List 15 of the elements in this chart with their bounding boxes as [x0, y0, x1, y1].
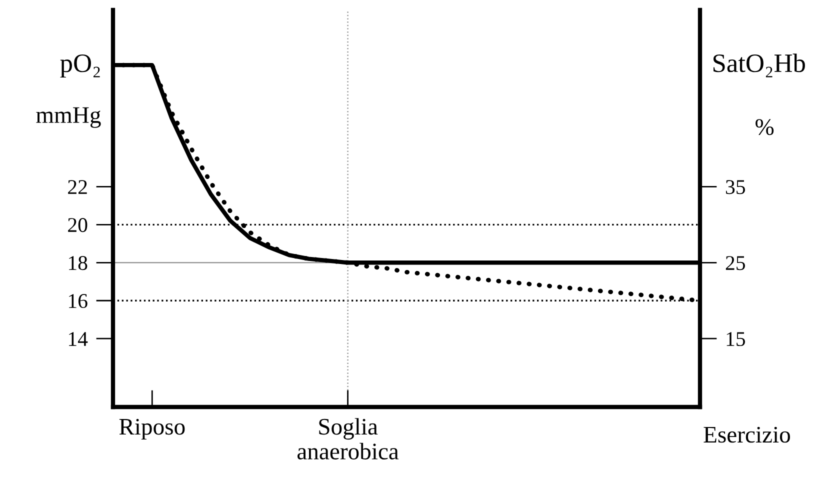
- text: mmHg: [36, 107, 101, 128]
- y-tick-label: 20: [68, 218, 88, 232]
- y-tick-label: 14: [69, 332, 88, 346]
- x-tick-label: Riposo: [119, 418, 185, 440]
- y2-tick-label: 35: [726, 180, 746, 194]
- text: Esercizio: [704, 426, 790, 443]
- y-axis-title: pO₂: [60, 54, 100, 78]
- y-tick-label: 22: [68, 180, 87, 194]
- y-tick-label: 16: [69, 294, 88, 308]
- x-tick-label: Soglia anaerobica: [298, 418, 399, 460]
- y2-tick-label: 15: [726, 332, 746, 346]
- y-tick-label: 18: [69, 256, 88, 270]
- y2-tick-label: 25: [726, 256, 746, 270]
- y2-axis-title: SatO₂Hb: [714, 54, 805, 78]
- text: %: [756, 119, 774, 136]
